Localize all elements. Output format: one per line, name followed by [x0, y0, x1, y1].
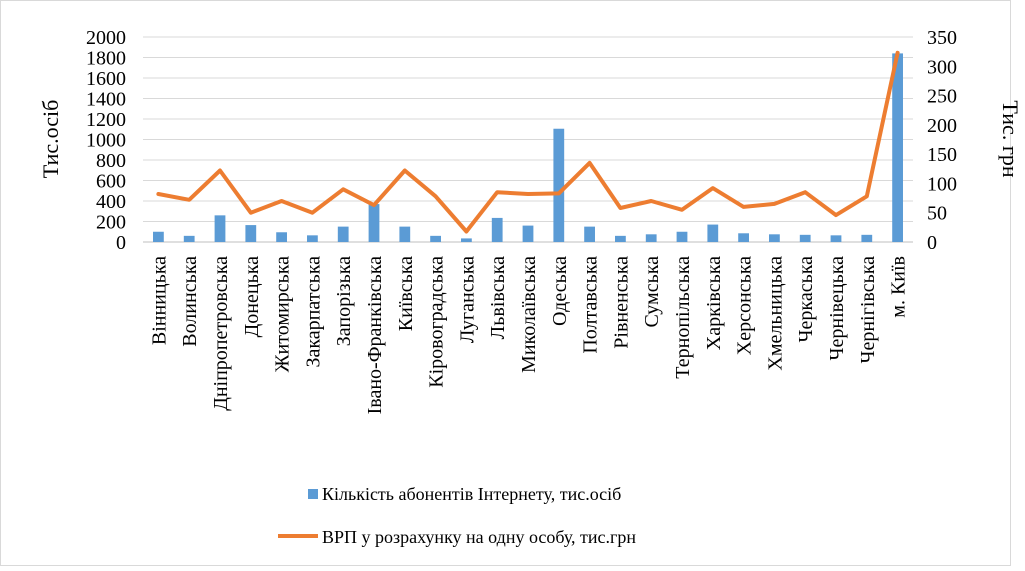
- bar: [522, 225, 534, 242]
- bar-series: [153, 53, 903, 243]
- x-tick-label: Тернопільська: [672, 256, 694, 379]
- left-tick-label: 2000: [86, 27, 126, 49]
- bar: [615, 235, 626, 242]
- left-tick-label: 1800: [86, 48, 126, 70]
- left-tick-label: 200: [96, 212, 126, 234]
- legend: Кількість абонентів Інтернету, тис.осіб …: [278, 484, 636, 547]
- x-tick-label: Сумська: [641, 256, 663, 328]
- x-tick-label: Вінницька: [148, 256, 170, 345]
- bar: [183, 235, 195, 242]
- x-tick-label: Кіровоградська: [426, 256, 448, 388]
- bar: [399, 226, 411, 242]
- right-tick-label: 350: [927, 27, 957, 49]
- bar: [307, 235, 318, 242]
- x-tick-label: Донецька: [241, 256, 263, 337]
- left-tick-label: 1400: [86, 89, 126, 111]
- right-axis-ticks: 0 50 100 150 200 250 300 350: [927, 27, 957, 254]
- series-line: [156, 50, 900, 234]
- right-tick-label: 200: [927, 115, 957, 137]
- right-tick-label: 150: [927, 144, 957, 166]
- x-tick-label: Миколаївська: [518, 256, 540, 373]
- right-tick-label: 50: [927, 203, 947, 225]
- bar: [645, 234, 657, 242]
- x-tick-label: Херсонська: [734, 256, 756, 355]
- x-axis-ticks: Вінницька Волинська Дніпропетровська Донець…: [148, 256, 909, 414]
- x-tick-label: Чернівецька: [826, 256, 848, 361]
- x-tick-label: м. Київ: [888, 256, 910, 318]
- x-tick-label: Черкаська: [795, 256, 817, 343]
- bar: [430, 235, 441, 242]
- x-tick-label: Житомирська: [272, 256, 294, 372]
- x-tick-label: Закарпатська: [302, 256, 324, 368]
- right-tick-label: 100: [927, 173, 957, 195]
- bar: [676, 231, 688, 242]
- chart-border: [0, 0, 1011, 566]
- bar: [769, 234, 780, 242]
- gridlines: [143, 36, 913, 243]
- left-tick-label: 800: [96, 150, 126, 172]
- bar: [861, 234, 873, 242]
- bar: [368, 204, 380, 242]
- left-tick-label: 400: [96, 191, 126, 213]
- bar: [214, 215, 226, 242]
- bar: [153, 231, 164, 242]
- bar: [830, 235, 842, 242]
- x-tick-label: Полтавська: [580, 256, 602, 354]
- left-axis-label: Тис.осіб: [38, 100, 63, 179]
- right-tick-label: 250: [927, 86, 957, 108]
- left-tick-label: 0: [116, 232, 126, 254]
- x-tick-label: Львівська: [487, 256, 509, 339]
- bar: [491, 217, 503, 242]
- left-tick-label: 1600: [86, 68, 126, 90]
- right-tick-label: 300: [927, 56, 957, 78]
- x-tick-label: Хмельницька: [764, 256, 786, 371]
- bar: [245, 225, 257, 242]
- legend-label-line: ВРП у розрахунку на одну особу, тис.грн: [322, 527, 636, 547]
- right-axis-label: Тис. грн: [998, 100, 1023, 177]
- bar: [892, 53, 903, 243]
- x-tick-label: Одеська: [549, 256, 571, 326]
- right-tick-label: 0: [927, 232, 937, 254]
- x-tick-label: Харківська: [703, 256, 725, 350]
- bar: [553, 128, 565, 242]
- x-tick-label: Чернігівська: [857, 256, 879, 364]
- x-tick-label: Київська: [395, 256, 417, 331]
- left-tick-label: 1000: [86, 130, 126, 152]
- left-tick-label: 1200: [86, 109, 126, 131]
- bar: [337, 226, 349, 242]
- x-tick-label: Івано-Франківська: [364, 256, 386, 414]
- bar: [461, 238, 472, 242]
- bar: [738, 233, 749, 242]
- bar: [707, 224, 719, 242]
- left-tick-label: 600: [96, 171, 126, 193]
- legend-label-bar: Кількість абонентів Інтернету, тис.осіб: [322, 484, 621, 504]
- x-tick-label: Рівненська: [610, 256, 632, 349]
- bar: [799, 234, 811, 242]
- legend-swatch-bar: [308, 489, 318, 499]
- x-tick-label: Дніпропетровська: [210, 256, 232, 411]
- x-tick-label: Запорізька: [333, 256, 355, 346]
- x-tick-label: Волинська: [179, 256, 201, 347]
- line-series: [156, 50, 900, 234]
- bar: [584, 226, 595, 242]
- bar: [276, 232, 287, 242]
- x-tick-label: Луганська: [456, 256, 478, 343]
